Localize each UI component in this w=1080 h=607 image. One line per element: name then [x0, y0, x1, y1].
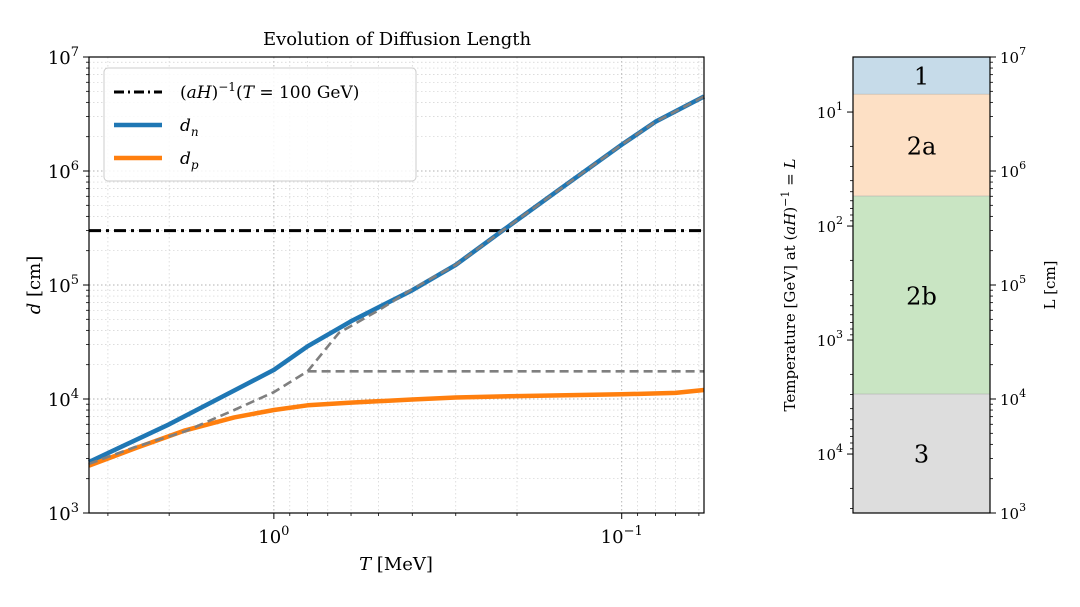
y-tick-label: 103	[48, 501, 79, 525]
main-series	[88, 94, 706, 468]
region-2a-label: 2a	[907, 132, 937, 160]
x-axis-label: T [MeV]	[359, 554, 433, 575]
chart-title: Evolution of Diffusion Length	[263, 29, 532, 50]
legend: (aH)−1(T = 100 GeV) dn dp	[103, 67, 417, 182]
region-panel: 1 2a 2b 3 101 102 103 104 103 104 105 106 107 Temp…	[779, 45, 1059, 523]
region-left-axis-label: Temperature [GeV] at (aH)−1 = L	[779, 158, 799, 411]
region-3-label: 3	[914, 441, 929, 469]
region-3-bar	[853, 394, 990, 513]
legend-label-dn: dn	[180, 116, 199, 139]
region-right-ticks: 103 104 105 106 107	[990, 45, 1026, 523]
right-tick-label: 107	[1000, 45, 1026, 67]
right-tick-label: 104	[1000, 387, 1026, 409]
main-x-ticks: 100 10−1	[107, 513, 700, 548]
y-tick-label: 106	[48, 159, 79, 183]
legend-box	[103, 67, 417, 182]
series-gray-dashed-line	[88, 95, 705, 466]
region-left-ticks: 101 102 103 104	[817, 100, 853, 509]
left-tick-label: 103	[817, 328, 843, 350]
main-chart: Evolution of Diffusion Length 1031041051…	[24, 29, 706, 575]
x-tick-label: 10−1	[601, 524, 643, 548]
region-1-bar	[853, 57, 990, 95]
left-tick-label: 104	[817, 442, 843, 464]
right-tick-label: 103	[1000, 501, 1026, 523]
legend-label-aH: (aH)−1(T = 100 GeV)	[180, 80, 359, 103]
left-tick-label: 101	[817, 100, 843, 122]
region-2a-bar	[853, 94, 990, 197]
right-tick-label: 105	[1000, 273, 1026, 295]
region-bars: 1 2a 2b 3	[853, 57, 990, 514]
y-tick-label: 107	[48, 45, 79, 69]
y-axis-label: d [cm]	[24, 256, 45, 314]
legend-label-dp: dp	[180, 149, 199, 172]
region-right-axis-label: L [cm]	[1041, 260, 1059, 309]
y-tick-label: 105	[48, 273, 79, 297]
region-1-label: 1	[914, 63, 929, 91]
region-2b-bar	[853, 196, 990, 395]
main-y-ticks: 103 104 105 106 107	[48, 45, 89, 525]
left-tick-label: 102	[817, 214, 843, 236]
y-tick-label: 104	[48, 387, 79, 411]
x-tick-label: 100	[258, 524, 289, 548]
region-2b-label: 2b	[906, 282, 937, 310]
right-tick-label: 106	[1000, 159, 1026, 181]
